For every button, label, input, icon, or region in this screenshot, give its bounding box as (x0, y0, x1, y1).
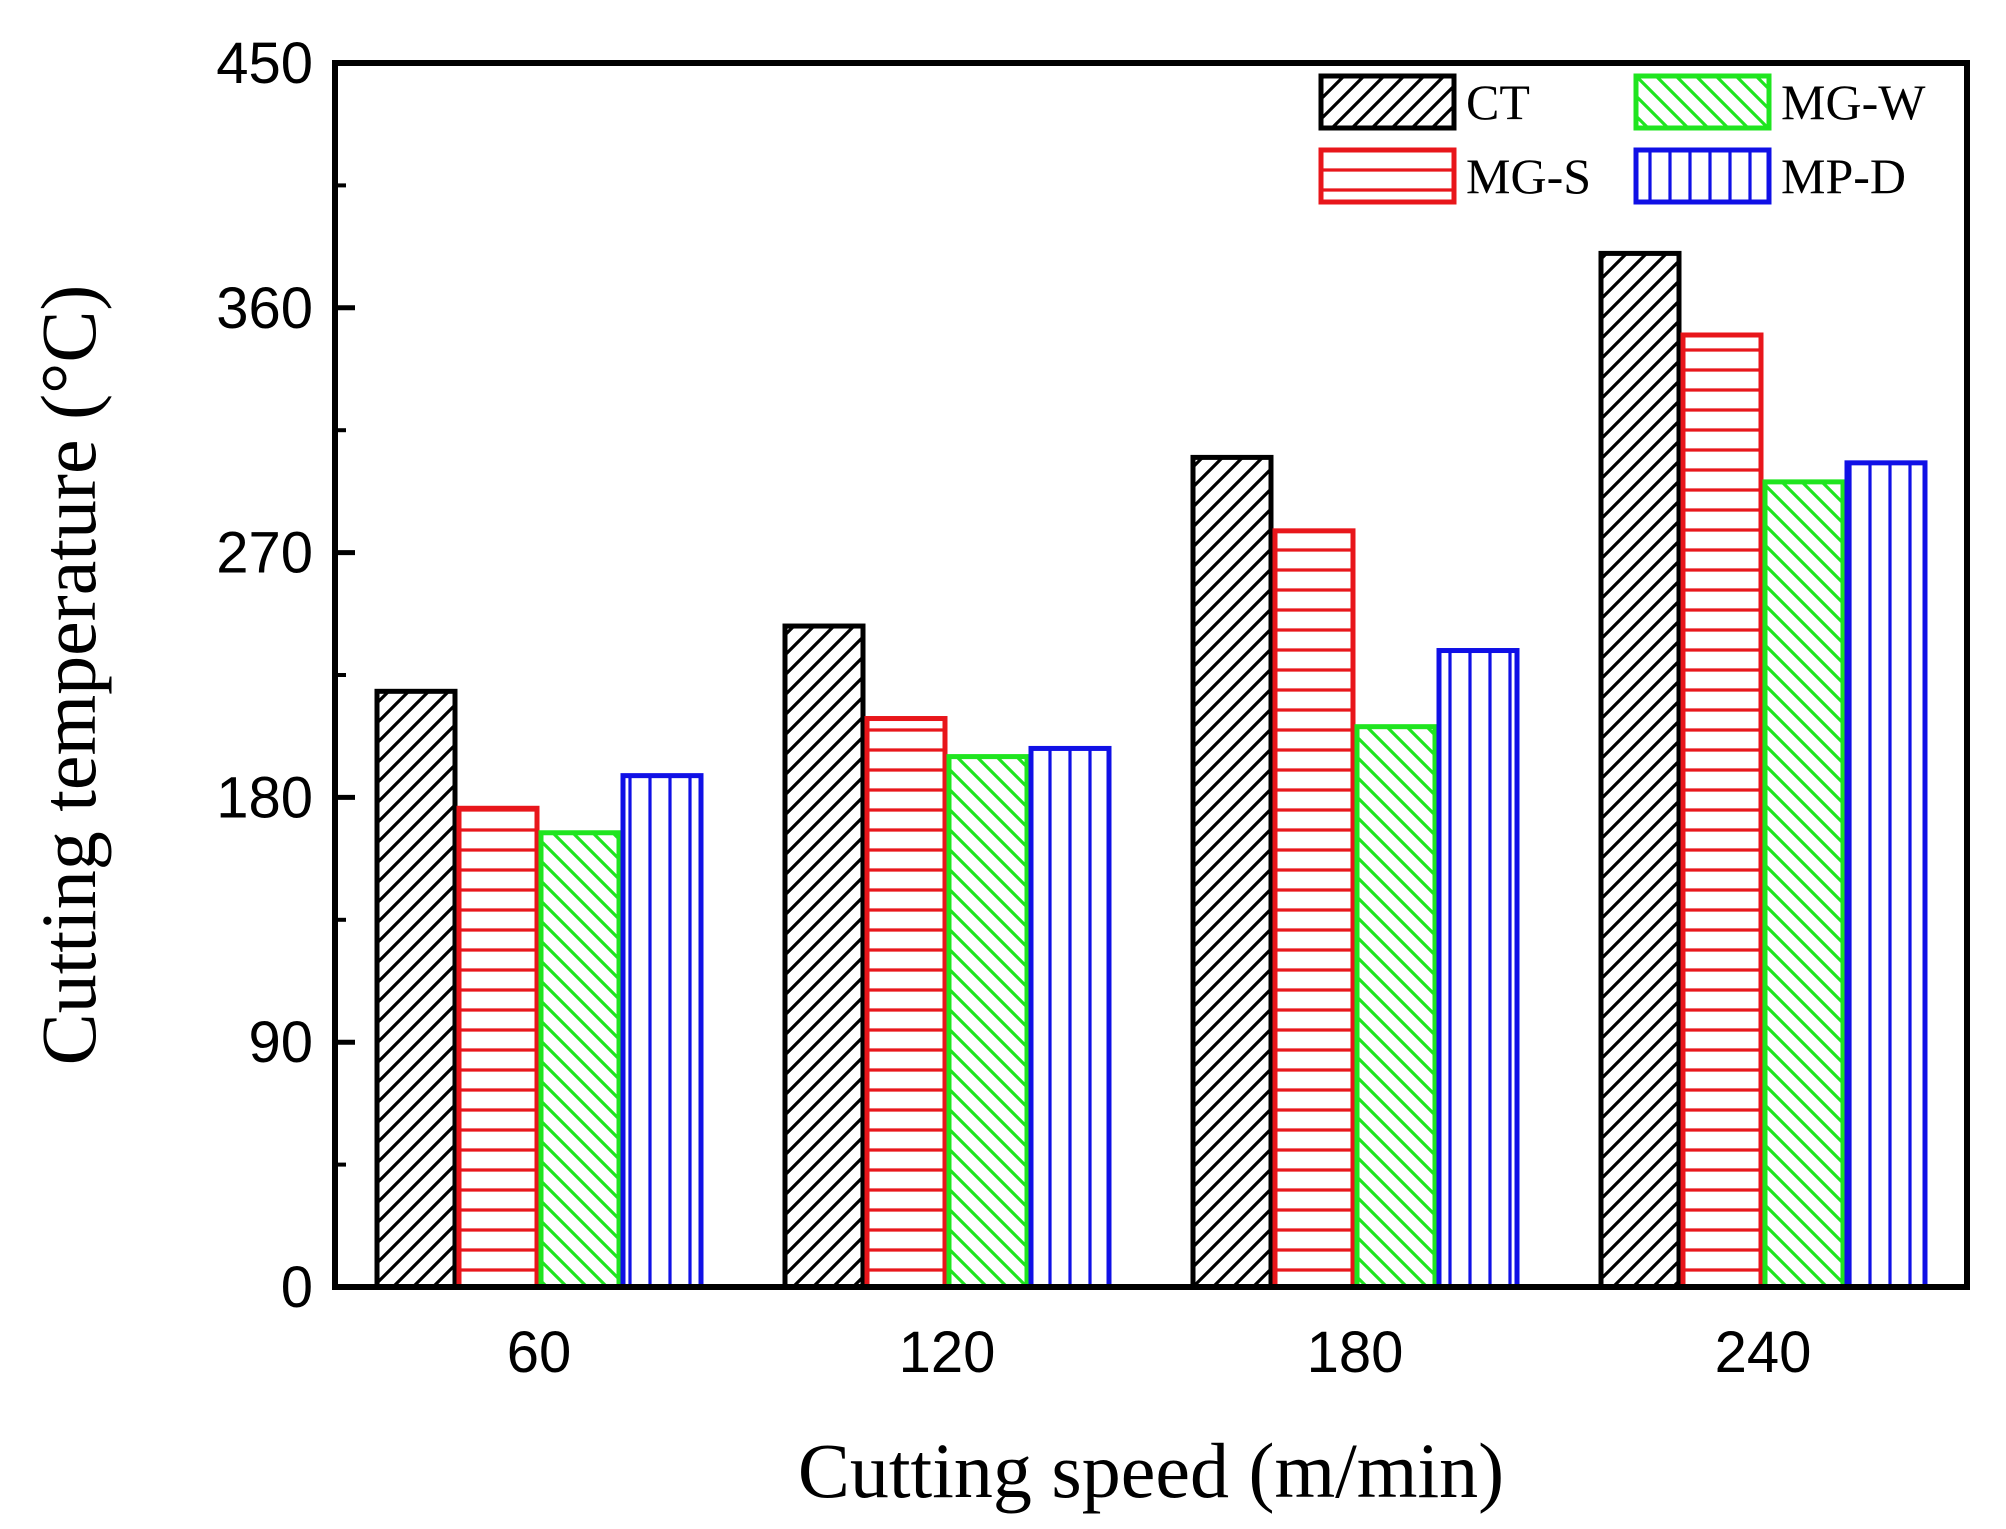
y-axis: 0 90 180 270 360 450 (216, 31, 355, 1320)
legend-label-mg-s: MG-S (1466, 148, 1591, 204)
y-axis-title: Cutting temperature (°C) (25, 285, 112, 1066)
bar-mp-d-120 (1028, 745, 1112, 1290)
bar-mg-w-240 (1762, 479, 1846, 1290)
bar-mg-w-60 (538, 830, 622, 1290)
legend-swatch-ct (1318, 73, 1457, 131)
y-tick-label-270: 270 (216, 521, 313, 586)
bar-mp-d-180 (1436, 648, 1520, 1290)
bar-ct-120 (782, 623, 866, 1290)
y-tick-label-0: 0 (281, 1255, 313, 1320)
y-tick-label-360: 360 (216, 276, 313, 341)
bar-ct-240 (1598, 250, 1682, 1290)
x-tick-label-120: 120 (899, 1320, 996, 1385)
x-axis: 60 120 180 240 (507, 1320, 1812, 1385)
bar-mg-s-60 (456, 805, 540, 1290)
bar-mg-w-180 (1354, 724, 1438, 1290)
legend-label-mp-d: MP-D (1781, 148, 1906, 204)
bar-ct-180 (1190, 454, 1274, 1290)
x-axis-title: Cutting speed (m/min) (798, 1427, 1504, 1514)
x-tick-label-180: 180 (1307, 1320, 1404, 1385)
legend-swatch-mg-s (1318, 147, 1457, 205)
bar-mg-s-240 (1680, 332, 1764, 1290)
legend-label-ct: CT (1466, 74, 1530, 130)
y-tick-label-180: 180 (216, 765, 313, 830)
bar-ct-60 (374, 688, 458, 1290)
bars-layer (374, 250, 1928, 1290)
bar-mp-d-240 (1844, 460, 1928, 1290)
legend-swatch-mg-w (1633, 73, 1772, 131)
legend-label-mg-w: MG-W (1781, 74, 1926, 130)
y-tick-label-90: 90 (248, 1010, 313, 1075)
bar-mp-d-60 (620, 773, 704, 1290)
legend-swatch-mp-d (1633, 147, 1772, 205)
bar-mg-w-120 (946, 754, 1030, 1290)
x-tick-label-240: 240 (1715, 1320, 1812, 1385)
x-tick-label-60: 60 (507, 1320, 572, 1385)
bar-mg-s-120 (864, 716, 948, 1290)
y-tick-label-450: 450 (216, 31, 313, 96)
bar-mg-s-180 (1272, 528, 1356, 1290)
legend: CT MG-W MG-S MP-D (1318, 73, 1926, 205)
